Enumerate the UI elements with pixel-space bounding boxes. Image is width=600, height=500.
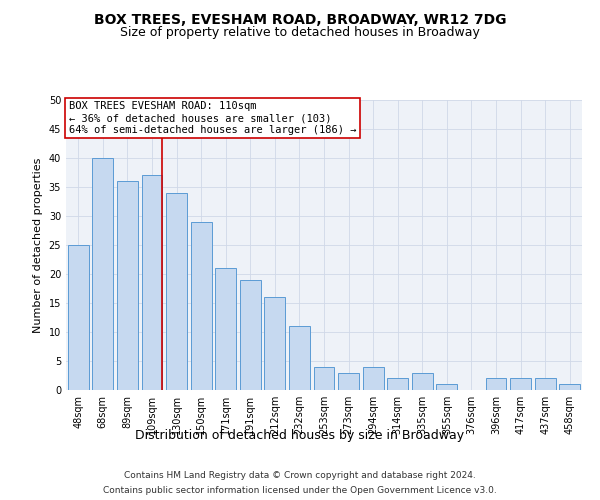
- Text: Distribution of detached houses by size in Broadway: Distribution of detached houses by size …: [136, 428, 464, 442]
- Text: BOX TREES, EVESHAM ROAD, BROADWAY, WR12 7DG: BOX TREES, EVESHAM ROAD, BROADWAY, WR12 …: [94, 12, 506, 26]
- Bar: [338, 372, 359, 390]
- Bar: [314, 367, 334, 390]
- Text: Contains HM Land Registry data © Crown copyright and database right 2024.: Contains HM Land Registry data © Crown c…: [124, 471, 476, 480]
- Text: Size of property relative to detached houses in Broadway: Size of property relative to detached ho…: [120, 26, 480, 39]
- Bar: [362, 367, 383, 390]
- Bar: [412, 372, 433, 390]
- Bar: [265, 297, 286, 390]
- Bar: [485, 378, 506, 390]
- Bar: [68, 245, 89, 390]
- Bar: [166, 193, 187, 390]
- Bar: [215, 268, 236, 390]
- Bar: [387, 378, 408, 390]
- Bar: [240, 280, 261, 390]
- Bar: [510, 378, 531, 390]
- Y-axis label: Number of detached properties: Number of detached properties: [33, 158, 43, 332]
- Bar: [535, 378, 556, 390]
- Bar: [117, 181, 138, 390]
- Bar: [559, 384, 580, 390]
- Text: Contains public sector information licensed under the Open Government Licence v3: Contains public sector information licen…: [103, 486, 497, 495]
- Bar: [436, 384, 457, 390]
- Bar: [142, 176, 163, 390]
- Bar: [92, 158, 113, 390]
- Bar: [191, 222, 212, 390]
- Text: BOX TREES EVESHAM ROAD: 110sqm
← 36% of detached houses are smaller (103)
64% of: BOX TREES EVESHAM ROAD: 110sqm ← 36% of …: [68, 102, 356, 134]
- Bar: [289, 326, 310, 390]
